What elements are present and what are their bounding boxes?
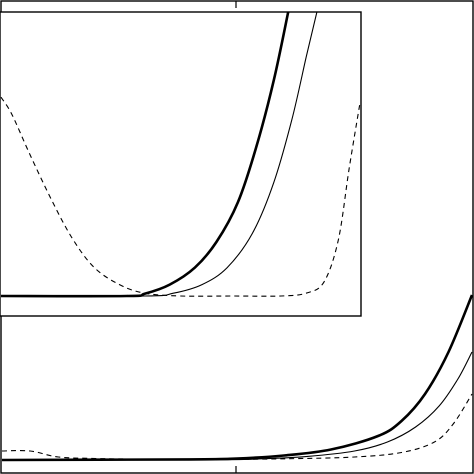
inset-background: [0, 12, 361, 316]
inset-series-dashed-line: [0, 96, 361, 297]
inset-plot-frame: [0, 11, 362, 317]
main-series-thin-line: [1, 351, 473, 461]
main-series-group: [1, 294, 474, 462]
inset-series-thin-line: [0, 11, 318, 297]
inset-series-group: [0, 11, 361, 298]
main-series-dashed-line: [1, 393, 473, 460]
